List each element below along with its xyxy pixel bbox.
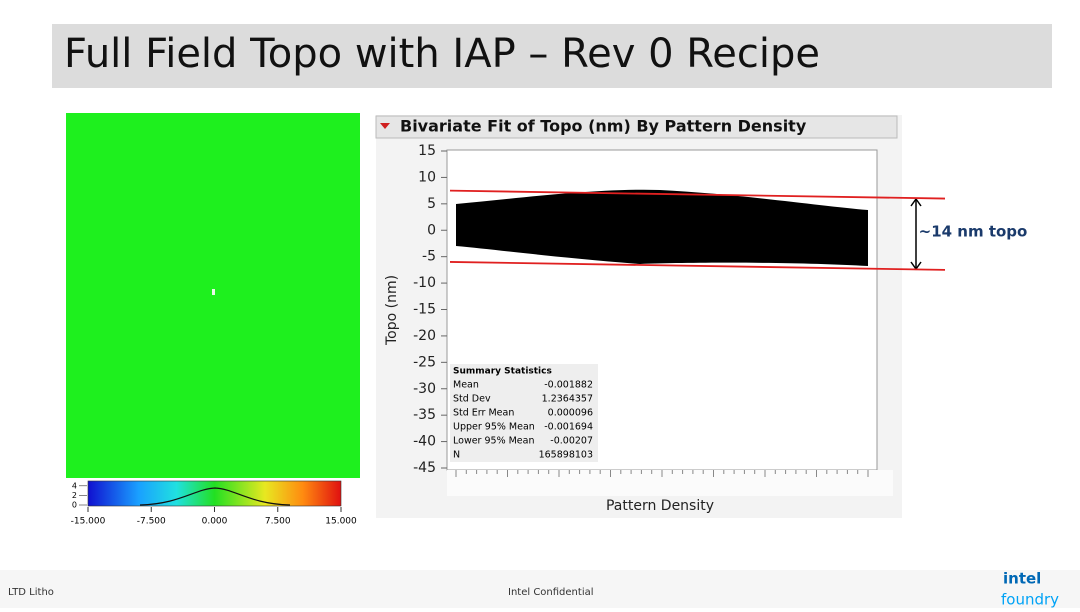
y-tick-label: 10 [418, 169, 436, 185]
histogram-curve [139, 487, 291, 506]
summary-label: Lower 95% Mean [453, 436, 535, 447]
slide-title: Full Field Topo with IAP – Rev 0 Recipe [64, 31, 820, 77]
y-tick-label: -40 [413, 434, 436, 450]
summary-label: Upper 95% Mean [453, 422, 535, 433]
topo-map [66, 113, 360, 478]
summary-value: 165898103 [539, 450, 593, 461]
colorbar-tick-label: 0.000 [202, 517, 228, 527]
summary-value: -0.001882 [544, 380, 593, 391]
x-axis-label: Pattern Density [606, 498, 714, 514]
colorbar-y-label: 4 [72, 481, 77, 490]
summary-value: -0.00207 [550, 436, 593, 447]
footer-left: LTD Litho [8, 587, 54, 598]
summary-title: Summary Statistics [453, 367, 552, 377]
map-speck [212, 289, 215, 295]
y-tick-label: -10 [413, 275, 436, 291]
summary-label: Std Dev [453, 394, 491, 405]
y-tick-label: 0 [427, 222, 436, 238]
chart-header [375, 115, 898, 139]
colorbar-y-label: 2 [72, 491, 77, 500]
y-tick-label: -45 [413, 460, 436, 476]
summary-value: 1.2364357 [542, 394, 593, 405]
logo-intel: intel [1003, 570, 1041, 588]
x-axis-area [447, 470, 893, 496]
fit-line [449, 189, 946, 200]
colorbar [87, 480, 342, 507]
colorbar-tick-label: 7.500 [265, 517, 291, 527]
y-axis-label: Topo (nm) [384, 275, 400, 346]
summary-value: -0.001694 [544, 422, 593, 433]
y-tick-label: -20 [413, 328, 436, 344]
chart-title: Bivariate Fit of Topo (nm) By Pattern De… [400, 117, 807, 136]
y-tick-label: 15 [418, 143, 436, 159]
scatter-cloud [456, 189, 868, 266]
summary-label: Std Err Mean [453, 408, 514, 419]
y-tick-label: -15 [413, 302, 436, 318]
fit-line [449, 261, 946, 271]
y-tick-label: -25 [413, 354, 436, 370]
annotation: ~14 nm topo [919, 223, 1028, 241]
colorbar-tick-label: -15.000 [71, 517, 106, 527]
footer [0, 570, 1080, 608]
summary-box [450, 364, 598, 462]
summary-label: N [453, 450, 460, 461]
y-tick-label: -5 [422, 249, 436, 265]
colorbar-y-label: 0 [72, 501, 77, 510]
colorbar-tick-label: -7.500 [137, 517, 166, 527]
title-bar [52, 24, 1052, 88]
disclosure-icon[interactable] [380, 123, 390, 129]
colorbar-tick-label: 15.000 [325, 517, 357, 527]
summary-value: 0.000096 [548, 408, 593, 419]
y-tick-label: -35 [413, 407, 436, 423]
footer-center: Intel Confidential [508, 587, 594, 598]
summary-label: Mean [453, 380, 479, 391]
y-tick-label: 5 [427, 196, 436, 212]
y-tick-label: -30 [413, 381, 436, 397]
logo-foundry: foundry [1001, 591, 1059, 609]
